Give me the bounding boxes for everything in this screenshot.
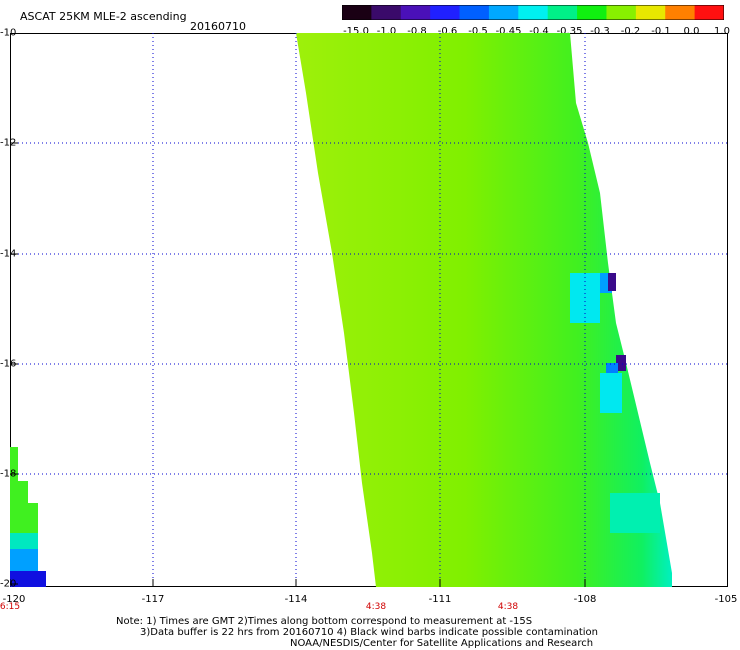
color-scale-tick-label: -0.3	[590, 26, 610, 37]
satellite-swath	[296, 33, 672, 587]
color-scale-swatch	[488, 5, 519, 20]
color-scale-tick-label: -0.1	[651, 26, 671, 37]
latitude-label: -16	[0, 358, 17, 370]
longitude-label: -105	[714, 594, 738, 605]
color-scale-swatch	[606, 5, 637, 20]
color-scale-swatch	[430, 5, 461, 20]
note-line-1: Note: 1) Times are GMT 2)Times along bot…	[116, 616, 533, 627]
time-label: 4:38	[365, 602, 387, 612]
color-scale-swatch	[665, 5, 696, 20]
time-label: 4:38	[497, 602, 519, 612]
swath-layer	[10, 33, 728, 587]
longitude-label: -114	[284, 594, 308, 605]
color-scale-tick-label: 1.0	[714, 26, 730, 37]
color-scale-swatch	[577, 5, 607, 20]
time-label: 6:15	[0, 602, 21, 612]
map-title: ASCAT 25KM MLE-2 ascending	[20, 10, 187, 23]
color-scale-tick-label: -0.45	[495, 26, 522, 37]
color-scale-swatch	[459, 5, 490, 20]
color-scale-swatch	[547, 5, 578, 20]
color-scale-tick-label: -0.2	[620, 26, 641, 37]
color-scale-swatch	[518, 5, 549, 20]
color-scale-swatch	[400, 5, 431, 20]
color-scale-tick-label: 0.0	[683, 26, 700, 37]
color-scale-tick-label: -0.6	[437, 26, 458, 37]
color-scale-swatch	[342, 5, 372, 20]
map-date: 20160710	[190, 20, 246, 33]
latitude-label: -10	[0, 27, 17, 39]
color-scale-tick-label: -0.8	[407, 26, 427, 37]
color-scale-bar	[342, 5, 724, 20]
latitude-label: -18	[0, 468, 17, 480]
latitude-label: -12	[0, 137, 17, 149]
longitude-label: -108	[573, 594, 597, 605]
color-scale-swatch	[635, 5, 666, 20]
longitude-label: -117	[141, 594, 165, 605]
color-scale-swatch	[694, 5, 724, 20]
note-line-3: NOAA/NESDIS/Center for Satellite Applica…	[290, 638, 594, 649]
color-scale-tick-label: -1.0	[376, 26, 397, 37]
color-scale-swatch	[371, 5, 402, 20]
color-scale-tick-label: -0.35	[556, 26, 583, 37]
color-scale-tick-label: -15.0	[343, 26, 369, 37]
latitude-label: -14	[0, 248, 17, 260]
color-scale-tick-label: -0.5	[468, 26, 488, 37]
latitude-label: -20	[0, 578, 17, 590]
color-scale-tick-label: -0.4	[529, 26, 549, 37]
note-line-2: 3)Data buffer is 22 hrs from 20160710 4)…	[140, 627, 598, 638]
longitude-label: -111	[428, 594, 452, 605]
longitude-label: -120	[2, 594, 26, 605]
